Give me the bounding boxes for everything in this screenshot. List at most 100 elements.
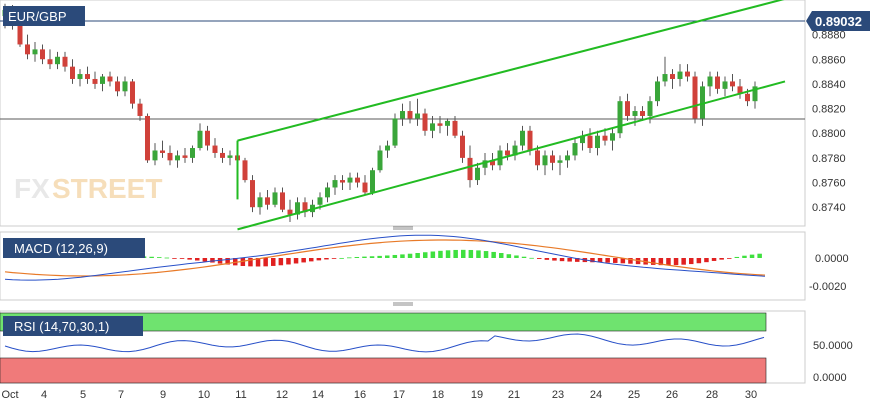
macd-histogram-bar	[354, 256, 360, 258]
macd-histogram-bar	[415, 252, 420, 258]
panel-divider-2[interactable]	[393, 302, 413, 306]
candle-body	[272, 192, 278, 205]
candle-body	[317, 197, 323, 205]
candle-body	[430, 123, 435, 131]
candle-body	[152, 150, 158, 161]
candle-body	[220, 152, 225, 158]
candle-body	[490, 160, 495, 166]
macd-series	[4, 234, 766, 281]
candle-body	[137, 103, 143, 116]
macd-histogram-bar	[757, 253, 762, 258]
candle-body	[550, 155, 555, 163]
rsi-label-bg	[3, 316, 143, 336]
candle-body	[55, 56, 60, 65]
candle-body	[625, 101, 630, 116]
macd-histogram-bar	[749, 254, 755, 258]
candle-body	[542, 155, 548, 166]
macd-histogram-bar	[255, 258, 261, 267]
macd-histogram-bar	[727, 258, 732, 259]
candle-body	[85, 74, 90, 79]
macd-histogram-bar	[658, 258, 664, 266]
candle-body	[595, 135, 600, 149]
candle-body	[407, 111, 413, 119]
candle-body	[392, 118, 398, 146]
candle-body	[647, 101, 653, 116]
candle-body	[250, 180, 255, 208]
rsi-oversold-zone	[0, 357, 767, 384]
y-tick-label: 0.8740	[812, 202, 846, 214]
panel-divider-1[interactable]	[393, 226, 413, 230]
candle-body	[77, 74, 83, 79]
macd-histogram-bar	[407, 253, 413, 258]
macd-label: MACD (12,26,9)	[3, 238, 145, 258]
macd-histogram-bar	[392, 254, 398, 258]
x-tick-label: 24	[590, 389, 602, 401]
candle-body	[47, 59, 53, 65]
candle-body	[167, 152, 173, 161]
macd-histogram-bar	[301, 258, 306, 263]
macd-histogram-bar	[263, 258, 268, 267]
macd-histogram-bar	[172, 258, 177, 259]
macd-histogram-bar	[552, 258, 557, 261]
candle-body	[460, 135, 465, 158]
candle-body	[722, 81, 728, 89]
candle-body	[445, 120, 450, 126]
macd-histogram-bar	[491, 251, 496, 258]
watermark: FX STREET	[14, 173, 162, 204]
macd-histogram-bar	[271, 258, 276, 266]
candle-body	[535, 150, 540, 166]
candle-body	[580, 135, 585, 144]
candle-body	[212, 145, 218, 153]
candle-body	[715, 76, 720, 89]
main-y-axis: 0.8880 0.8860 0.8840 0.8820 0.8800 0.8780 0.87…	[812, 30, 846, 215]
candle-body	[362, 182, 368, 193]
candle-body	[190, 148, 195, 158]
candle-body	[115, 81, 120, 92]
macd-histogram-bar	[711, 258, 717, 261]
x-tick-label: 26	[666, 389, 678, 401]
candle-body	[482, 160, 488, 168]
macd-histogram-bar	[651, 258, 656, 265]
macd-histogram-bar	[240, 258, 246, 266]
macd-histogram-bar	[468, 249, 474, 258]
macd-histogram-bar	[324, 258, 329, 260]
x-tick-label: 18	[432, 389, 444, 401]
candle-body	[685, 71, 690, 77]
candle-body	[355, 177, 360, 183]
macd-histogram-bar	[149, 256, 154, 258]
macd-histogram-bar	[347, 257, 352, 259]
candle-body	[415, 113, 420, 119]
candle-body	[730, 81, 735, 87]
macd-histogram-bar	[483, 251, 489, 258]
macd-histogram-bar	[286, 258, 291, 265]
x-tick-label: 10	[198, 389, 210, 401]
y-tick-label: 0.8840	[812, 79, 846, 91]
x-tick-label: 4	[41, 389, 47, 401]
macd-histogram-bar	[506, 254, 512, 258]
candle-body	[160, 150, 165, 153]
macd-tick-1: -0.0020	[809, 281, 846, 293]
candle-body	[527, 130, 533, 151]
x-tick-label: 12	[276, 389, 288, 401]
x-axis: Oct 4 5 7 9 10 11 12 14 16 17 18 19 21 23 24 25 26 28 30	[1, 389, 757, 401]
x-tick-label: 7	[118, 389, 124, 401]
candle-body	[422, 113, 428, 131]
current-price-tag-bg	[806, 11, 870, 31]
channel-lower-line	[237, 80, 786, 231]
candle-body	[400, 111, 405, 119]
candle-body	[745, 93, 750, 102]
y-tick-label: 0.8860	[812, 54, 846, 66]
macd-histogram-bar	[719, 258, 724, 260]
y-tick-label: 0.8760	[812, 178, 846, 190]
y-tick-label: 0.8880	[812, 30, 846, 42]
candle-body	[302, 202, 308, 213]
candle-body	[677, 71, 683, 79]
x-tick-label: 25	[628, 389, 640, 401]
macd-histogram-bar	[210, 258, 215, 263]
x-tick-label: 14	[312, 389, 324, 401]
candle-body	[122, 81, 128, 92]
current-price-tag: 0.89032	[806, 11, 870, 31]
macd-histogram-bar	[316, 258, 322, 261]
